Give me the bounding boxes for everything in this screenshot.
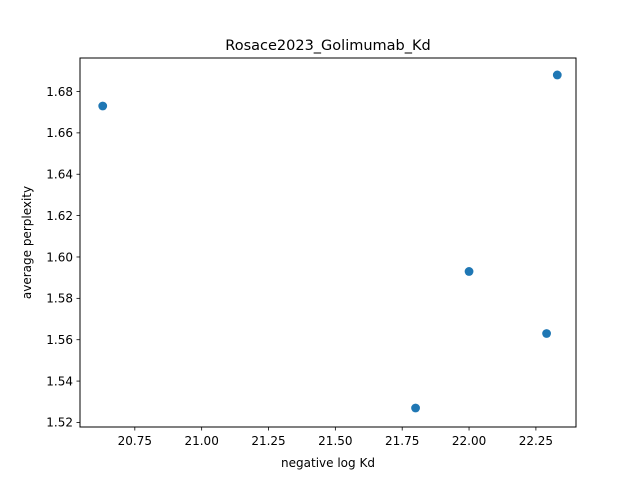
y-tick-label: 1.58 <box>46 292 73 306</box>
y-tick-label: 1.52 <box>46 416 73 430</box>
x-axis-ticks: 20.75 21.00 21.25 21.50 21.75 22.00 22.25 <box>118 427 553 448</box>
x-tick-label: 21.25 <box>251 434 285 448</box>
y-axis-ticks: 1.52 1.54 1.56 1.58 1.60 1.62 1.64 1.66 1.68 <box>46 85 80 430</box>
x-tick-label: 21.00 <box>184 434 218 448</box>
y-axis-label: average perplexity <box>20 186 34 299</box>
plot-frame <box>79 57 577 428</box>
x-tick-label: 21.50 <box>318 434 352 448</box>
y-tick-label: 1.56 <box>46 333 73 347</box>
data-point <box>464 267 474 276</box>
y-tick-label: 1.60 <box>46 250 73 264</box>
y-tick-label: 1.54 <box>46 374 73 388</box>
data-points <box>98 70 562 413</box>
x-axis-label: negative log Kd <box>281 456 375 470</box>
y-tick-label: 1.66 <box>46 126 73 140</box>
x-tick-label: 22.25 <box>519 434 553 448</box>
y-tick-label: 1.68 <box>46 85 73 99</box>
data-point <box>98 101 108 111</box>
y-tick-label: 1.62 <box>46 209 73 223</box>
data-point <box>552 70 562 80</box>
data-point <box>542 329 551 338</box>
data-point <box>411 403 420 413</box>
x-tick-label: 21.75 <box>385 434 419 448</box>
chart-title: Rosace2023_Golimumab_Kd <box>225 38 430 54</box>
x-tick-label: 22.00 <box>452 434 486 448</box>
y-tick-label: 1.64 <box>46 168 73 182</box>
x-tick-label: 20.75 <box>118 434 152 448</box>
